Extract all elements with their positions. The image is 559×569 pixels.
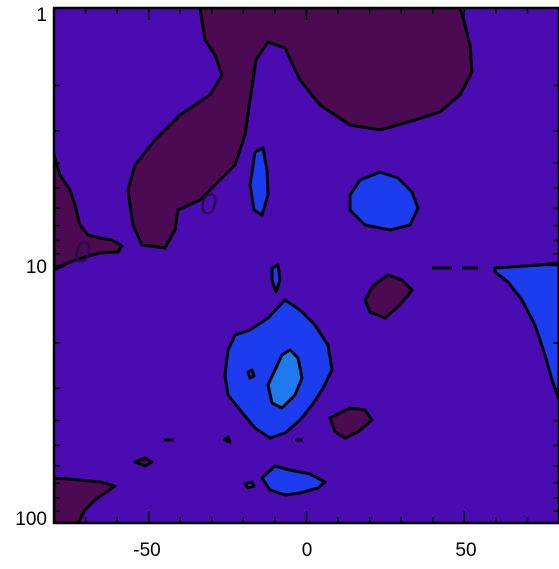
contour-small xyxy=(222,435,232,444)
x-tick-label: 0 xyxy=(302,540,313,561)
contour-label: 0 xyxy=(74,236,91,269)
y-tick-label: 10 xyxy=(26,257,47,278)
contour-label: 0 xyxy=(200,188,217,221)
positive-region-bottom xyxy=(260,464,327,497)
positive-region-upper-right xyxy=(348,170,420,232)
x-tick-label: 50 xyxy=(455,540,476,561)
positive-region-right-edge xyxy=(493,261,559,402)
contour-small xyxy=(133,456,154,468)
positive-region-small xyxy=(270,263,282,294)
negative-region-bottom-left xyxy=(54,476,117,523)
positive-region-upper-left xyxy=(248,146,270,217)
negative-region-lower xyxy=(328,406,374,440)
contour-small xyxy=(243,480,256,490)
plot-background xyxy=(54,8,559,523)
positive-region-core xyxy=(266,348,304,410)
negative-region-left xyxy=(54,153,124,272)
y-tick-label: 100 xyxy=(15,509,47,530)
plot-frame xyxy=(52,6,559,525)
x-tick-label: -50 xyxy=(133,540,160,561)
negative-region-top xyxy=(126,8,474,250)
negative-region-mid xyxy=(363,273,414,320)
y-tick-label: 1 xyxy=(36,5,47,26)
contour-small xyxy=(246,368,256,380)
